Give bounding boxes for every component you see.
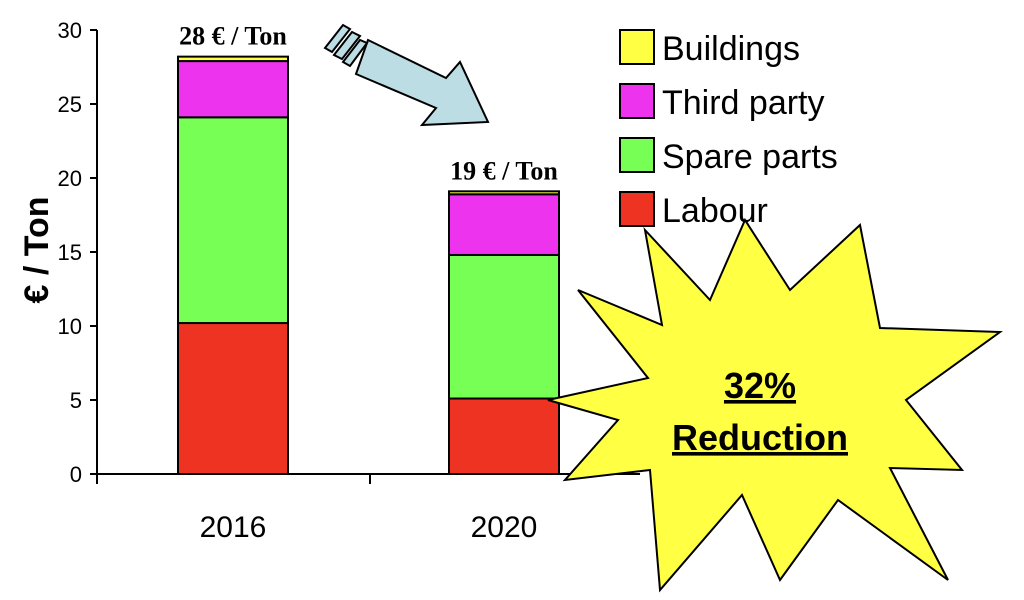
y-tick-label: 5 — [70, 388, 82, 413]
x-tick-label: 2020 — [471, 511, 538, 544]
y-tick-label: 20 — [58, 166, 82, 191]
y-axis-label: € / Ton — [18, 196, 56, 303]
bar-third-party-2016 — [177, 60, 289, 119]
legend-label: Third party — [662, 84, 825, 122]
x-tick-labels: 2016 2020 — [200, 511, 538, 544]
legend-label: Labour — [662, 192, 768, 230]
y-ticks: 0 5 10 15 20 25 30 — [58, 18, 97, 487]
starburst-shape — [547, 217, 1003, 593]
total-labels: 28 € / Ton 19 € / Ton — [179, 22, 558, 186]
legend-label: Spare parts — [662, 138, 838, 176]
bar-spare-parts-2020 — [448, 253, 560, 400]
bar-buildings-2020 — [448, 190, 560, 196]
legend-swatch — [619, 83, 655, 119]
bar-labour-2016 — [177, 322, 289, 476]
x-tick-label: 2016 — [200, 511, 267, 544]
y-tick-label: 25 — [58, 92, 82, 117]
legend: Buildings Third party Spare parts Labour — [619, 29, 838, 230]
arrow-stripe — [332, 30, 362, 61]
arrow-stripe — [323, 23, 352, 54]
callout-text: Reduction — [672, 417, 848, 458]
bar-third-party-2020 — [448, 193, 560, 256]
legend-swatch — [619, 137, 655, 173]
bar-labour-2020 — [448, 397, 560, 475]
y-tick-label: 30 — [58, 18, 82, 43]
y-tick-label: 0 — [70, 462, 82, 487]
reduction-callout: 32% Reduction — [547, 217, 1003, 593]
bar-spare-parts-2016 — [177, 116, 289, 325]
bar-buildings-2016 — [177, 55, 289, 63]
arrow-down-right-icon — [323, 23, 490, 127]
arrow-stripe — [341, 38, 369, 68]
legend-swatch — [619, 191, 655, 227]
total-label: 28 € / Ton — [179, 22, 287, 51]
bars — [177, 55, 560, 476]
total-label: 19 € / Ton — [450, 156, 558, 185]
y-tick-label: 15 — [58, 240, 82, 265]
legend-label: Buildings — [662, 30, 800, 68]
callout-percent: 32% — [724, 365, 796, 406]
legend-swatch — [619, 29, 655, 65]
y-tick-label: 10 — [58, 314, 82, 339]
